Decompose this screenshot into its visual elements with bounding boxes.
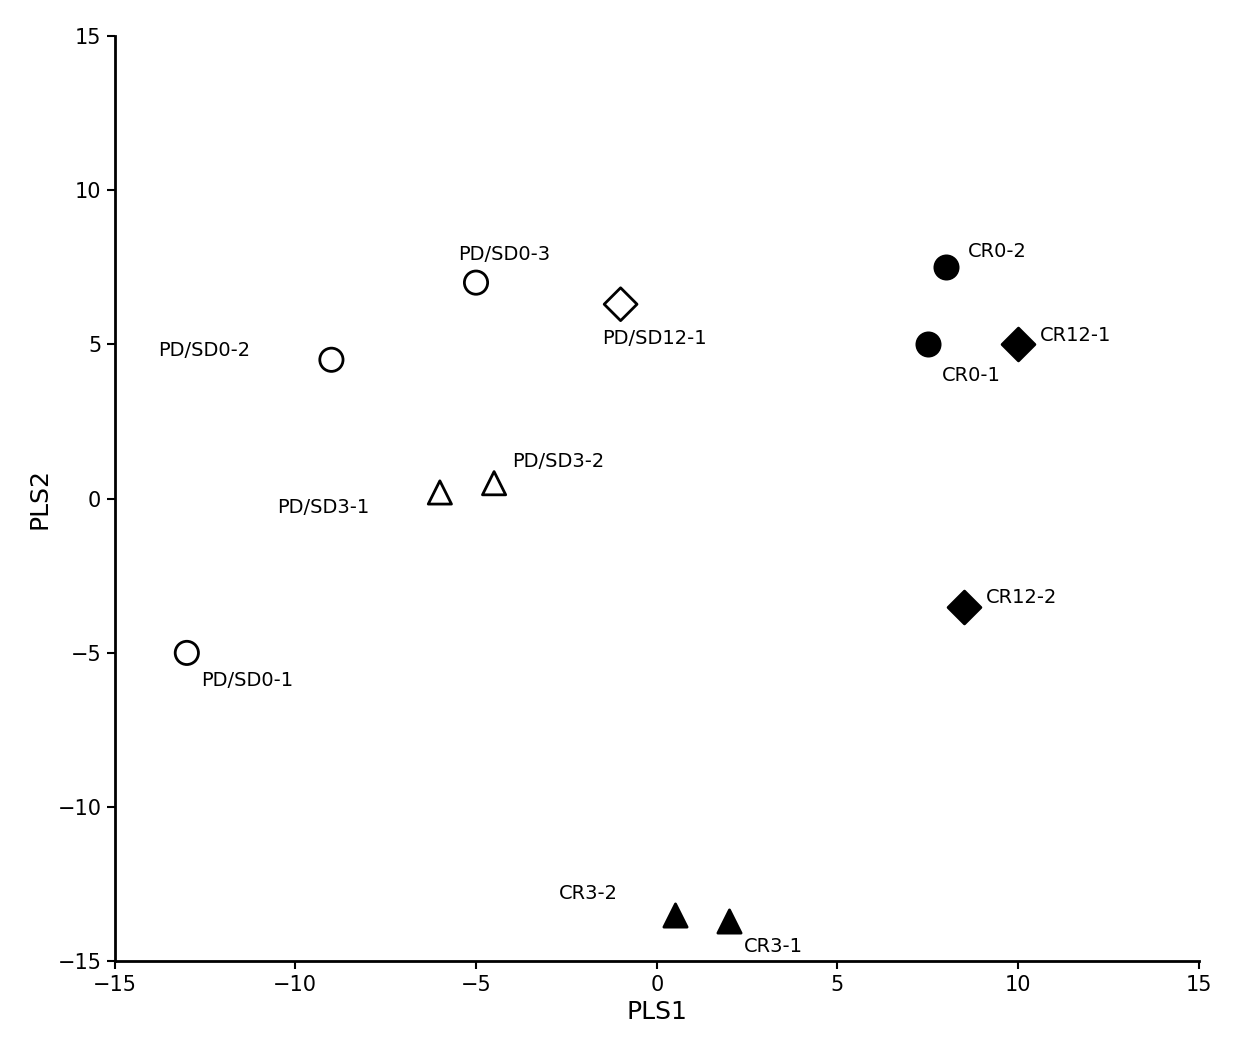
Text: CR12-1: CR12-1 [1040,325,1111,345]
Point [719,913,739,930]
Point [665,907,684,924]
X-axis label: PLS1: PLS1 [626,1000,687,1025]
Point [918,336,937,352]
Point [321,351,341,368]
Text: CR12-2: CR12-2 [986,588,1056,607]
Text: PD/SD3-2: PD/SD3-2 [512,452,604,471]
Text: PD/SD0-1: PD/SD0-1 [201,671,294,690]
Text: PD/SD0-3: PD/SD0-3 [458,245,551,264]
Point [430,484,450,501]
Text: CR3-1: CR3-1 [744,936,802,955]
Text: CR0-2: CR0-2 [967,242,1027,261]
Point [466,275,486,291]
Point [1008,336,1028,352]
Text: CR0-1: CR0-1 [942,366,1001,385]
Text: PD/SD0-2: PD/SD0-2 [157,341,250,360]
Point [177,645,197,662]
Text: PD/SD3-1: PD/SD3-1 [278,499,370,518]
Point [484,474,503,491]
Text: PD/SD12-1: PD/SD12-1 [603,328,707,347]
Point [954,599,973,615]
Point [610,296,630,312]
Point [936,259,956,276]
Y-axis label: PLS2: PLS2 [27,468,52,529]
Text: CR3-2: CR3-2 [559,884,619,903]
